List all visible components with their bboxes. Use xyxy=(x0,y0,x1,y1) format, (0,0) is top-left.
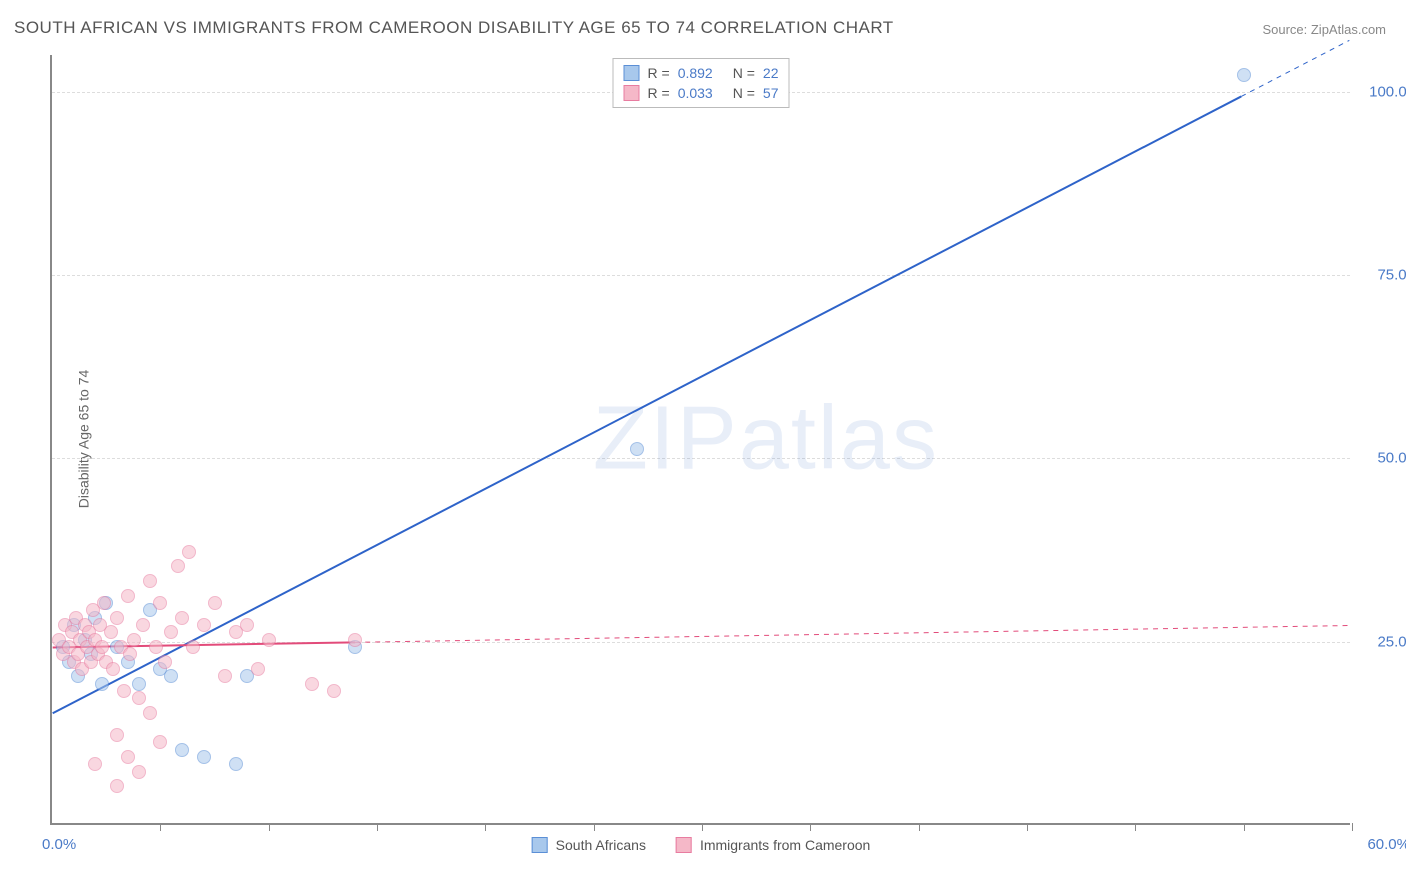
legend-swatch-icon xyxy=(624,65,640,81)
legend-n-label: N = xyxy=(733,85,755,101)
y-tick-label: 50.0% xyxy=(1360,450,1406,467)
x-axis-end-label: 60.0% xyxy=(1367,836,1406,853)
x-tick xyxy=(702,823,703,831)
data-point xyxy=(117,684,131,698)
x-tick xyxy=(919,823,920,831)
y-tick-label: 100.0% xyxy=(1360,83,1406,100)
data-point xyxy=(153,735,167,749)
legend-row: R = 0.033 N = 57 xyxy=(624,83,779,103)
data-point xyxy=(88,757,102,771)
data-point xyxy=(171,559,185,573)
data-point xyxy=(197,750,211,764)
data-point xyxy=(143,706,157,720)
data-point xyxy=(348,633,362,647)
data-point xyxy=(197,618,211,632)
data-point xyxy=(229,757,243,771)
legend-r-value: 0.033 xyxy=(678,85,713,101)
data-point xyxy=(175,611,189,625)
data-point xyxy=(132,677,146,691)
x-tick xyxy=(160,823,161,831)
data-point xyxy=(121,589,135,603)
legend-n-value: 57 xyxy=(763,85,779,101)
data-point xyxy=(97,596,111,610)
data-point xyxy=(305,677,319,691)
legend-r-label: R = xyxy=(648,65,670,81)
legend-series-item: South Africans xyxy=(532,837,646,853)
x-tick xyxy=(1135,823,1136,831)
regression-line-dashed xyxy=(1241,40,1349,96)
chart-title: SOUTH AFRICAN VS IMMIGRANTS FROM CAMEROO… xyxy=(14,18,894,38)
x-axis-start-label: 0.0% xyxy=(42,836,76,853)
legend-series-label: Immigrants from Cameroon xyxy=(700,837,870,853)
legend-swatch-icon xyxy=(532,837,548,853)
data-point xyxy=(136,618,150,632)
data-point xyxy=(106,662,120,676)
x-tick xyxy=(1352,823,1353,831)
data-point xyxy=(262,633,276,647)
data-point xyxy=(95,677,109,691)
legend-swatch-icon xyxy=(676,837,692,853)
legend-swatch-icon xyxy=(624,85,640,101)
data-point xyxy=(132,691,146,705)
y-tick-label: 75.0% xyxy=(1360,267,1406,284)
data-point xyxy=(218,669,232,683)
x-tick xyxy=(810,823,811,831)
data-point xyxy=(110,728,124,742)
data-point xyxy=(143,574,157,588)
x-tick xyxy=(269,823,270,831)
data-point xyxy=(149,640,163,654)
data-point xyxy=(251,662,265,676)
legend-n-label: N = xyxy=(733,65,755,81)
y-tick-label: 25.0% xyxy=(1360,633,1406,650)
regression-line-dashed xyxy=(355,626,1349,643)
data-point xyxy=(208,596,222,610)
data-point xyxy=(1237,68,1251,82)
data-point xyxy=(110,779,124,793)
correlation-legend: R = 0.892 N = 22 R = 0.033 N = 57 xyxy=(613,58,790,108)
chart-container: SOUTH AFRICAN VS IMMIGRANTS FROM CAMEROO… xyxy=(0,0,1406,892)
series-legend: South Africans Immigrants from Cameroon xyxy=(532,837,871,853)
data-point xyxy=(121,750,135,764)
legend-n-value: 22 xyxy=(763,65,779,81)
data-point xyxy=(104,625,118,639)
regression-lines xyxy=(52,55,1350,823)
data-point xyxy=(132,765,146,779)
x-tick xyxy=(1027,823,1028,831)
data-point xyxy=(127,633,141,647)
x-tick xyxy=(594,823,595,831)
legend-r-value: 0.892 xyxy=(678,65,713,81)
legend-series-label: South Africans xyxy=(556,837,646,853)
data-point xyxy=(630,442,644,456)
regression-line-solid xyxy=(53,96,1242,713)
data-point xyxy=(240,618,254,632)
data-point xyxy=(186,640,200,654)
source-label: Source: ZipAtlas.com xyxy=(1262,22,1386,37)
legend-r-label: R = xyxy=(648,85,670,101)
data-point xyxy=(164,669,178,683)
x-tick xyxy=(485,823,486,831)
legend-series-item: Immigrants from Cameroon xyxy=(676,837,870,853)
data-point xyxy=(182,545,196,559)
data-point xyxy=(327,684,341,698)
data-point xyxy=(95,640,109,654)
data-point xyxy=(158,655,172,669)
data-point xyxy=(153,596,167,610)
x-tick xyxy=(1244,823,1245,831)
data-point xyxy=(110,611,124,625)
data-point xyxy=(175,743,189,757)
chart-plot-area: Disability Age 65 to 74 ZIPatlas R = 0.8… xyxy=(50,55,1350,825)
legend-row: R = 0.892 N = 22 xyxy=(624,63,779,83)
data-point xyxy=(123,647,137,661)
data-point xyxy=(164,625,178,639)
x-tick xyxy=(377,823,378,831)
